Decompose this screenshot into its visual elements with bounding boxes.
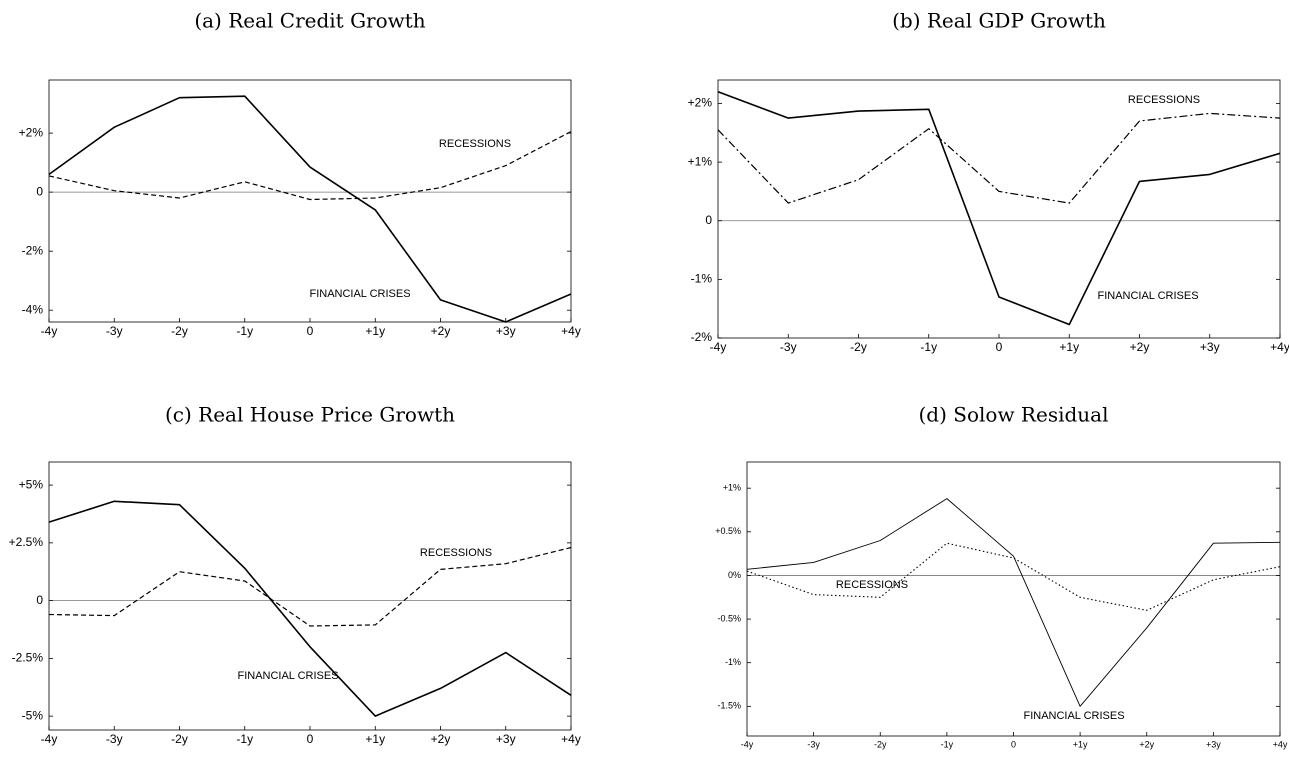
- x-tick-label: -2y: [874, 739, 887, 749]
- x-tick-label: +1y: [1073, 739, 1088, 749]
- series-line: [717, 90, 1281, 326]
- x-tick-label: +3y: [496, 732, 516, 746]
- x-tick-label: +4y: [561, 732, 581, 746]
- y-tick-label: 0%: [728, 570, 741, 580]
- series-label: RECESSIONS: [439, 138, 511, 150]
- y-tick-label: +1%: [688, 154, 713, 168]
- x-tick-label: +3y: [496, 324, 516, 338]
- x-tick-label: -4y: [41, 324, 58, 338]
- x-tick-label: +1y: [365, 732, 385, 746]
- series-line: [48, 500, 572, 717]
- y-tick-label: +2%: [688, 96, 713, 110]
- series-line: [48, 95, 572, 323]
- x-tick-label: +2y: [431, 732, 451, 746]
- x-tick-label: -3y: [807, 739, 820, 749]
- y-tick-label: -1%: [691, 272, 713, 286]
- x-tick-label: +2y: [431, 324, 451, 338]
- chart-title: (d) Solow Residual: [919, 403, 1109, 427]
- y-tick-label: -4%: [22, 302, 44, 316]
- x-tick-label: +2y: [1139, 739, 1154, 749]
- y-tick-label: +1%: [723, 483, 741, 493]
- x-tick-label: -1y: [236, 732, 253, 746]
- y-tick-label: +5%: [19, 477, 44, 491]
- y-tick-label: 0: [36, 184, 43, 198]
- x-tick-label: +3y: [1200, 340, 1220, 354]
- x-tick-label: +4y: [1273, 739, 1288, 749]
- y-tick-label: 0: [36, 593, 43, 607]
- x-tick-label: -4y: [710, 340, 727, 354]
- x-tick-label: 0: [307, 732, 314, 746]
- y-tick-label: +0.5%: [715, 526, 741, 536]
- series-line: [746, 498, 1281, 707]
- x-tick-label: +4y: [1270, 340, 1289, 354]
- x-tick-label: -1y: [941, 739, 954, 749]
- y-tick-label: -2%: [22, 243, 44, 257]
- series-line: [717, 112, 1281, 204]
- series-label: FINANCIAL CRISES: [309, 288, 410, 300]
- series-line: [746, 542, 1281, 611]
- x-tick-label: -2y: [171, 324, 188, 338]
- y-tick-label: 0: [705, 213, 712, 227]
- y-tick-label: +2.5%: [9, 535, 44, 549]
- x-tick-label: -3y: [106, 732, 123, 746]
- series-label: FINANCIAL CRISES: [237, 670, 338, 682]
- series-line: [48, 131, 572, 201]
- chart-title: (a) Real Credit Growth: [194, 9, 425, 33]
- x-tick-label: -1y: [920, 340, 937, 354]
- x-tick-label: +1y: [1059, 340, 1079, 354]
- y-tick-label: +2%: [19, 125, 44, 139]
- x-tick-label: -2y: [850, 340, 867, 354]
- x-tick-label: +1y: [365, 324, 385, 338]
- y-tick-label: -1%: [725, 657, 741, 667]
- x-tick-label: +4y: [561, 324, 581, 338]
- y-tick-label: -2.5%: [12, 651, 44, 665]
- x-tick-label: 0: [996, 340, 1003, 354]
- chart-title: (b) Real GDP Growth: [892, 9, 1106, 33]
- y-tick-label: -0.5%: [717, 613, 741, 623]
- x-tick-label: -1y: [236, 324, 253, 338]
- y-tick-label: -5%: [22, 708, 44, 722]
- x-tick-label: 0: [307, 324, 314, 338]
- chart-title: (c) Real House Price Growth: [165, 403, 455, 427]
- x-tick-label: +3y: [1206, 739, 1221, 749]
- x-tick-label: +2y: [1130, 340, 1150, 354]
- series-line: [48, 546, 572, 627]
- series-label: RECESSIONS: [836, 579, 908, 591]
- series-label: RECESSIONS: [420, 547, 492, 559]
- y-tick-label: -2%: [691, 330, 713, 344]
- series-label: FINANCIAL CRISES: [1097, 290, 1198, 302]
- series-label: RECESSIONS: [1128, 94, 1200, 106]
- x-tick-label: 0: [1011, 739, 1016, 749]
- x-tick-label: -4y: [741, 739, 754, 749]
- x-tick-label: -4y: [41, 732, 58, 746]
- series-label: FINANCIAL CRISES: [1023, 710, 1124, 722]
- x-tick-label: -3y: [780, 340, 797, 354]
- plot-frame: [48, 79, 572, 323]
- x-tick-label: -2y: [171, 732, 188, 746]
- plot-frame: [746, 461, 1281, 737]
- y-tick-label: -1.5%: [717, 701, 741, 711]
- x-tick-label: -3y: [106, 324, 123, 338]
